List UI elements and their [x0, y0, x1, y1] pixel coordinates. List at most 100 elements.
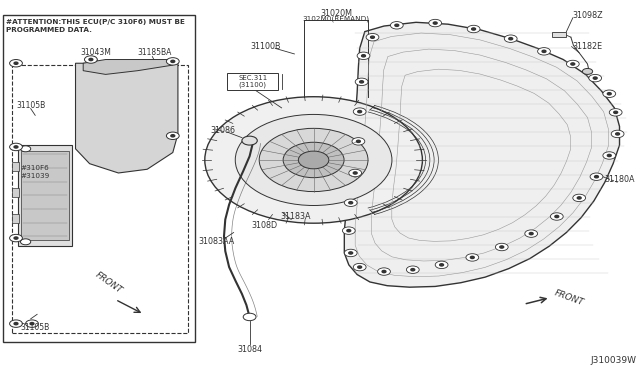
Text: 31043M: 31043M — [81, 48, 111, 57]
Circle shape — [347, 230, 351, 232]
Circle shape — [529, 232, 533, 235]
Circle shape — [573, 194, 586, 202]
Circle shape — [566, 60, 579, 68]
Text: #31039: #31039 — [20, 173, 50, 179]
Circle shape — [495, 243, 508, 251]
Circle shape — [84, 56, 97, 63]
Circle shape — [10, 234, 22, 242]
Circle shape — [603, 90, 616, 97]
Bar — [21, 151, 69, 240]
Circle shape — [589, 74, 602, 82]
Circle shape — [166, 132, 179, 140]
Text: 31105B: 31105B — [16, 101, 45, 110]
Circle shape — [390, 22, 403, 29]
Circle shape — [538, 48, 550, 55]
Circle shape — [472, 28, 476, 30]
Circle shape — [283, 142, 344, 178]
Text: 31020M: 31020M — [320, 9, 352, 17]
Circle shape — [205, 97, 422, 223]
Text: 31100B: 31100B — [250, 42, 281, 51]
Circle shape — [550, 213, 563, 220]
Circle shape — [378, 268, 390, 275]
Circle shape — [14, 323, 18, 325]
Circle shape — [242, 136, 257, 145]
Circle shape — [342, 227, 355, 234]
Circle shape — [467, 25, 480, 33]
Circle shape — [26, 320, 38, 327]
Circle shape — [20, 239, 31, 245]
Circle shape — [470, 256, 474, 259]
Circle shape — [358, 110, 362, 113]
Circle shape — [247, 315, 252, 318]
Bar — [12, 65, 188, 333]
Circle shape — [435, 261, 448, 269]
Circle shape — [349, 252, 353, 254]
Circle shape — [356, 140, 360, 142]
Circle shape — [577, 197, 581, 199]
Circle shape — [609, 109, 622, 116]
Circle shape — [603, 152, 616, 159]
Text: 31185BA: 31185BA — [138, 48, 172, 57]
Text: 3102M0(REMAND): 3102M0(REMAND) — [303, 15, 369, 22]
Circle shape — [298, 151, 329, 169]
Circle shape — [344, 249, 357, 257]
Text: 31083AA: 31083AA — [198, 237, 234, 246]
Text: 31182E: 31182E — [573, 42, 603, 51]
Circle shape — [366, 33, 379, 41]
Circle shape — [555, 215, 559, 218]
Circle shape — [582, 68, 593, 74]
Circle shape — [440, 264, 444, 266]
Circle shape — [406, 266, 419, 273]
Circle shape — [466, 254, 479, 261]
Circle shape — [243, 313, 256, 321]
Text: 31180A: 31180A — [605, 175, 636, 184]
Text: 31086: 31086 — [210, 126, 236, 135]
Circle shape — [349, 202, 353, 204]
Text: SEC.311
(31100): SEC.311 (31100) — [238, 75, 268, 88]
Text: 31105B: 31105B — [20, 323, 50, 332]
Circle shape — [353, 172, 357, 174]
Text: FRONT: FRONT — [553, 289, 585, 308]
Circle shape — [571, 63, 575, 65]
Circle shape — [371, 36, 374, 38]
Circle shape — [360, 81, 364, 83]
Circle shape — [10, 60, 22, 67]
Circle shape — [171, 135, 175, 137]
Circle shape — [590, 173, 603, 180]
Circle shape — [593, 77, 597, 79]
Circle shape — [509, 38, 513, 40]
Circle shape — [595, 176, 598, 178]
Circle shape — [14, 237, 18, 239]
Text: #ATTENTION:THIS ECU(P/C 310F6) MUST BE
PROGRAMMED DATA.: #ATTENTION:THIS ECU(P/C 310F6) MUST BE P… — [6, 19, 185, 33]
Polygon shape — [83, 60, 173, 74]
Circle shape — [433, 22, 437, 24]
Bar — [552, 32, 566, 37]
Circle shape — [429, 19, 442, 27]
Circle shape — [542, 50, 546, 52]
Bar — [3, 15, 195, 342]
Circle shape — [607, 93, 611, 95]
Circle shape — [166, 58, 179, 65]
Circle shape — [525, 230, 538, 237]
Circle shape — [382, 270, 386, 273]
Text: 31084: 31084 — [237, 345, 262, 354]
Circle shape — [500, 246, 504, 248]
Polygon shape — [344, 22, 620, 287]
Bar — [12, 214, 19, 223]
Circle shape — [344, 199, 357, 206]
Text: 3108D: 3108D — [252, 221, 277, 230]
Bar — [12, 162, 19, 171]
Text: 31183A: 31183A — [280, 212, 311, 221]
Circle shape — [10, 143, 22, 151]
Circle shape — [14, 146, 18, 148]
Text: #310F6: #310F6 — [20, 165, 49, 171]
FancyBboxPatch shape — [227, 73, 278, 90]
Text: FRONT: FRONT — [93, 271, 124, 296]
Circle shape — [89, 58, 93, 61]
Circle shape — [14, 62, 18, 64]
Circle shape — [395, 24, 399, 26]
Circle shape — [357, 52, 370, 60]
Circle shape — [353, 263, 366, 271]
Circle shape — [362, 55, 365, 57]
Circle shape — [353, 108, 366, 115]
